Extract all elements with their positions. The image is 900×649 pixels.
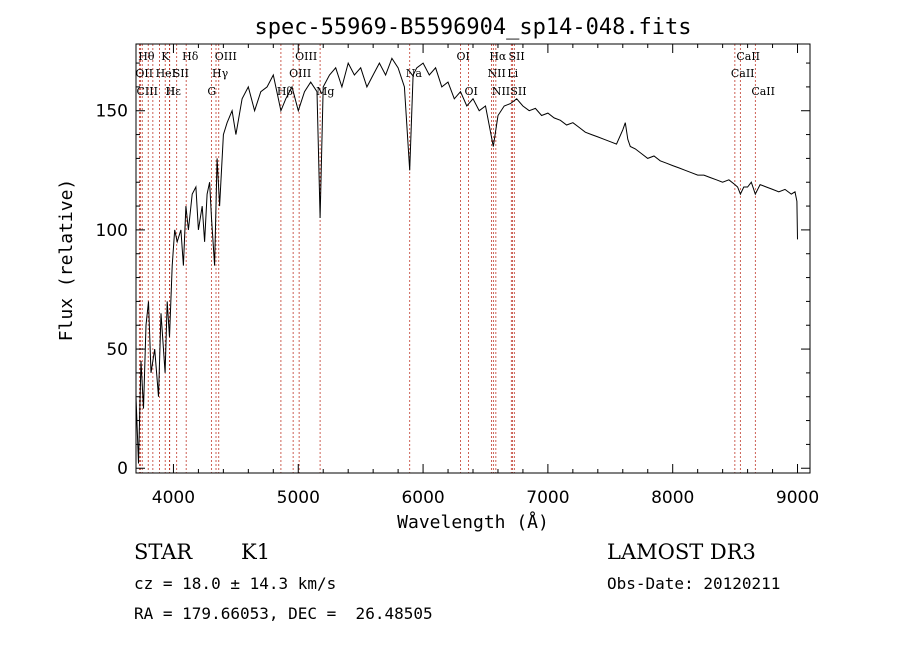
observation-date: Obs-Date: 20120211: [607, 574, 781, 593]
x-tick-label-0: 4000: [152, 488, 195, 508]
spectral-line-labels: Hθ OII CIII HeI K HεH SII Hδ G Hγ OIII Hβ OIII OIII Mg…: [135, 50, 775, 98]
y-axis-ticks: 0 50 100 150: [96, 62, 810, 479]
y-tick-label-2: 100: [96, 221, 128, 241]
line-label-12: Hγ: [212, 67, 229, 80]
y-tick-label-1: 50: [106, 340, 128, 360]
sky-coordinates: RA = 179.66053, DEC = 26.48505: [134, 604, 433, 623]
line-label-15: OIII: [289, 67, 311, 80]
x-tick-label-4: 8000: [651, 488, 694, 508]
plot-frame: [135, 43, 811, 474]
line-label-6: K: [161, 50, 170, 63]
chart-title: spec-55969-B5596904_sp14-048.fits: [254, 15, 691, 40]
line-label-0: Hθ: [138, 50, 155, 63]
x-axis-ticks: 4000 5000 6000 7000 8000 9000: [152, 44, 819, 508]
x-tick-label-3: 7000: [526, 488, 569, 508]
line-label-13: OIII: [215, 50, 237, 63]
y-tick-label-3: 150: [96, 102, 128, 122]
line-label-14: Hβ: [277, 85, 293, 98]
x-axis-label: Wavelength (Å): [397, 511, 549, 533]
line-label-21: NII: [487, 67, 505, 80]
line-label-27: CaII: [731, 67, 755, 80]
line-label-1: OII: [135, 67, 153, 80]
line-label-20: OI: [465, 85, 478, 98]
line-label-5: HeI: [156, 67, 176, 80]
spectral-line-markers: [138, 44, 756, 473]
redshift-cz: cz = 18.0 ± 14.3 km/s: [134, 574, 337, 593]
x-tick-label-1: 5000: [277, 488, 320, 508]
x-tick-label-2: 6000: [401, 488, 444, 508]
line-label-19: OI: [457, 50, 470, 63]
y-tick-label-0: 0: [117, 459, 128, 479]
line-label-8: H: [165, 85, 175, 98]
y-axis-label: Flux (relative): [56, 179, 77, 342]
x-tick-label-5: 9000: [776, 488, 819, 508]
line-label-25: SII: [508, 50, 524, 63]
line-label-11: G: [207, 85, 216, 98]
line-label-28: CaII: [736, 50, 760, 63]
line-label-10: Hδ: [182, 50, 199, 63]
line-label-16: OIII: [295, 50, 317, 63]
object-class: STAR: [134, 540, 193, 564]
line-label-24: Li: [507, 67, 518, 80]
line-label-17: Mg: [316, 85, 334, 98]
object-subclass: K1: [241, 540, 271, 564]
line-label-29: CaII: [751, 85, 775, 98]
line-label-9: SII: [173, 67, 189, 80]
line-label-2: CIII: [136, 85, 157, 98]
line-label-7: Hε: [166, 85, 182, 98]
line-label-26: SII: [510, 85, 526, 98]
line-label-22: Hα: [489, 50, 507, 63]
flux-series-line: [135, 57, 798, 464]
survey-name: LAMOST DR3: [607, 540, 756, 564]
line-label-23: NII: [492, 85, 510, 98]
